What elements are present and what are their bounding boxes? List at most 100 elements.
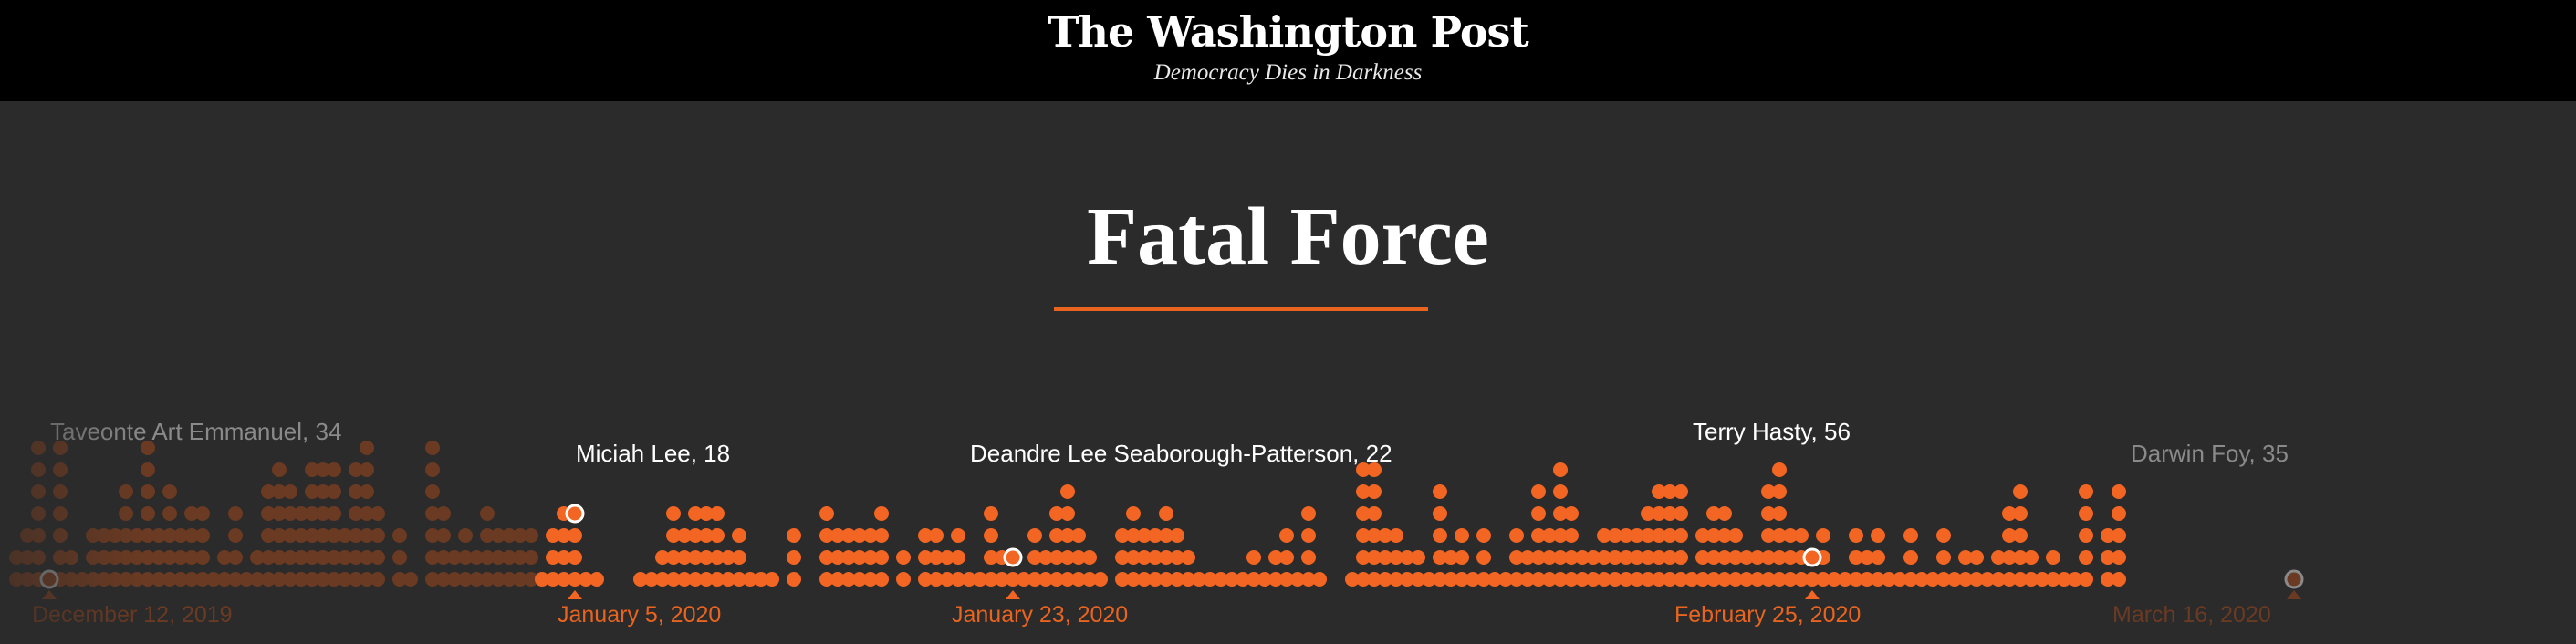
victim-dot[interactable] <box>228 506 243 521</box>
victim-dot[interactable] <box>1137 572 1152 587</box>
victim-dot[interactable] <box>1356 550 1371 565</box>
victim-dot[interactable] <box>1465 572 1480 587</box>
victim-dot[interactable] <box>1860 550 1874 565</box>
victim-dot[interactable] <box>1958 550 1973 565</box>
victim-dot[interactable] <box>1772 506 1787 521</box>
victim-dot[interactable] <box>1487 572 1502 587</box>
victim-dot[interactable] <box>1520 572 1535 587</box>
victim-dot[interactable] <box>1597 550 1611 565</box>
victim-dot[interactable] <box>1301 528 1316 543</box>
victim-dot[interactable] <box>841 528 856 543</box>
victim-dot[interactable] <box>1586 572 1601 587</box>
victim-dot[interactable] <box>2101 528 2115 543</box>
victim-dot[interactable] <box>1312 572 1327 587</box>
victim-dot[interactable] <box>1619 572 1633 587</box>
victim-dot[interactable] <box>2112 528 2126 543</box>
victim-dot[interactable] <box>436 528 451 543</box>
victim-dot[interactable] <box>1038 550 1053 565</box>
victim-dot[interactable] <box>1652 528 1666 543</box>
victim-dot[interactable] <box>513 550 527 565</box>
victim-dot[interactable] <box>392 528 407 543</box>
victim-dot[interactable] <box>863 572 878 587</box>
victim-dot[interactable] <box>830 550 845 565</box>
victim-dot[interactable] <box>1411 572 1425 587</box>
victim-dot[interactable] <box>1717 550 1732 565</box>
victim-dot[interactable] <box>184 572 199 587</box>
victim-dot[interactable] <box>896 572 911 587</box>
victim-dot[interactable] <box>1115 550 1130 565</box>
victim-dot[interactable] <box>699 572 714 587</box>
victim-dot[interactable] <box>228 572 243 587</box>
victim-dot[interactable] <box>1652 484 1666 499</box>
victim-dot[interactable] <box>1279 550 1294 565</box>
victim-dot[interactable] <box>261 572 276 587</box>
victim-dot[interactable] <box>546 572 560 587</box>
victim-dot[interactable] <box>305 462 319 477</box>
victim-dot[interactable] <box>743 572 757 587</box>
victim-dot[interactable] <box>1279 572 1294 587</box>
victim-dot[interactable] <box>633 572 648 587</box>
victim-dot[interactable] <box>283 572 297 587</box>
victim-dot[interactable] <box>31 506 46 521</box>
victim-dot[interactable] <box>874 572 889 587</box>
victim-dot[interactable] <box>1717 506 1732 521</box>
victim-dot[interactable] <box>2112 484 2126 499</box>
victim-dot[interactable] <box>1115 572 1130 587</box>
victim-dot[interactable] <box>1411 550 1425 565</box>
victim-dot[interactable] <box>294 528 308 543</box>
victim-dot[interactable] <box>1455 528 1469 543</box>
victim-dot[interactable] <box>1575 550 1590 565</box>
victim-dot[interactable] <box>31 528 46 543</box>
victim-dot[interactable] <box>1728 572 1743 587</box>
victim-dot[interactable] <box>1049 506 1064 521</box>
victim-dot[interactable] <box>1827 572 1841 587</box>
victim-dot[interactable] <box>360 506 374 521</box>
victim-label-0[interactable]: Taveonte Art Emmanuel, 34 <box>50 418 342 445</box>
victim-dot[interactable] <box>1279 528 1294 543</box>
victim-dot[interactable] <box>360 550 374 565</box>
victim-dot[interactable] <box>1389 572 1403 587</box>
victim-dot[interactable] <box>458 572 473 587</box>
victim-dot[interactable] <box>392 550 407 565</box>
victim-dot[interactable] <box>228 550 243 565</box>
victim-dot[interactable] <box>1619 528 1633 543</box>
victim-dot[interactable] <box>119 484 133 499</box>
victim-dot[interactable] <box>874 506 889 521</box>
victim-dot[interactable] <box>513 572 527 587</box>
victim-dot[interactable] <box>819 528 834 543</box>
victim-dot[interactable] <box>1794 528 1809 543</box>
victim-dot[interactable] <box>2068 572 2082 587</box>
victim-dot[interactable] <box>2057 572 2071 587</box>
victim-label-2[interactable]: Deandre Lee Seaborough-Patterson, 22 <box>970 440 1392 467</box>
victim-dot[interactable] <box>1148 528 1163 543</box>
victim-dot[interactable] <box>1433 484 1447 499</box>
victim-dot[interactable] <box>1991 572 2006 587</box>
victim-dot[interactable] <box>1695 550 1710 565</box>
victim-dot[interactable] <box>940 550 954 565</box>
victim-dot[interactable] <box>425 484 440 499</box>
victim-dot[interactable] <box>2013 572 2028 587</box>
victim-dot[interactable] <box>1871 528 1885 543</box>
victim-dot[interactable] <box>1389 550 1403 565</box>
victim-label-4[interactable]: Darwin Foy, 35 <box>2131 440 2289 467</box>
victim-dot[interactable] <box>2112 506 2126 521</box>
victim-dot[interactable] <box>261 528 276 543</box>
victim-dot[interactable] <box>195 528 210 543</box>
victim-dot[interactable] <box>1137 528 1152 543</box>
victim-dot[interactable] <box>1060 572 1075 587</box>
victim-dot[interactable] <box>1049 528 1064 543</box>
victim-dot[interactable] <box>1608 572 1622 587</box>
victim-dot[interactable] <box>447 572 462 587</box>
victim-dot[interactable] <box>995 572 1009 587</box>
victim-dot[interactable] <box>283 506 297 521</box>
washington-post-logo[interactable]: The Washington Post <box>1048 7 1528 57</box>
victim-dot[interactable] <box>973 572 987 587</box>
victim-dot[interactable] <box>1652 506 1666 521</box>
victim-dot[interactable] <box>1126 506 1141 521</box>
victim-dot[interactable] <box>349 506 363 521</box>
victim-dot[interactable] <box>1531 550 1546 565</box>
victim-dot[interactable] <box>1400 572 1414 587</box>
victim-dot[interactable] <box>677 572 692 587</box>
victim-dot[interactable] <box>53 484 68 499</box>
victim-dot[interactable] <box>1433 550 1447 565</box>
